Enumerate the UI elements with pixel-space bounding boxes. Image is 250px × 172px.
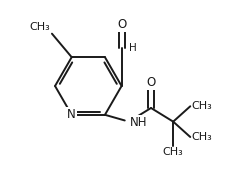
Text: CH₃: CH₃ bbox=[191, 101, 212, 111]
Text: O: O bbox=[117, 18, 126, 31]
Text: CH₃: CH₃ bbox=[163, 147, 184, 157]
Text: NH: NH bbox=[130, 116, 147, 129]
Text: CH₃: CH₃ bbox=[30, 22, 50, 32]
Text: CH₃: CH₃ bbox=[191, 132, 212, 142]
Text: N: N bbox=[67, 108, 76, 121]
Text: H: H bbox=[129, 44, 137, 53]
Text: O: O bbox=[146, 76, 156, 89]
